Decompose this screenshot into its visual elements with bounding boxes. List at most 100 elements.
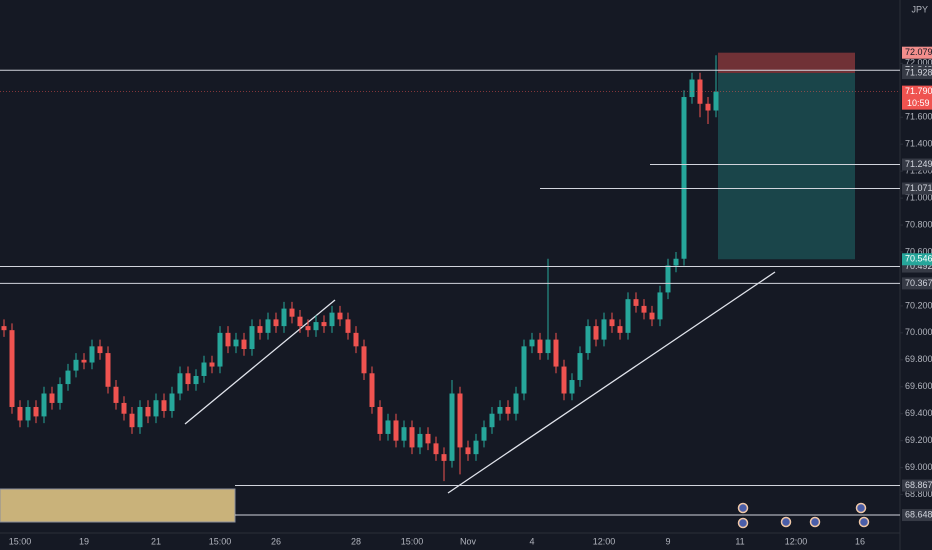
- x-tick-label: 12:00: [593, 536, 616, 546]
- x-tick-label: 11: [735, 536, 744, 546]
- candle-body: [473, 440, 479, 455]
- candle-body: [337, 312, 343, 320]
- candle-body: [225, 332, 231, 347]
- candle-body: [433, 443, 439, 455]
- y-tick-label: 71.000: [905, 192, 932, 202]
- candle-body: [569, 380, 575, 394]
- x-tick-label: 19: [79, 536, 89, 546]
- candle-body: [329, 312, 335, 327]
- candle-body: [137, 406, 143, 428]
- candle-body: [305, 326, 311, 331]
- level-label: 71.071: [905, 183, 932, 193]
- trend-line: [447, 271, 776, 494]
- candle-body: [57, 384, 63, 403]
- y-tick-label: 69.800: [905, 354, 932, 364]
- currency: JPY: [911, 4, 928, 14]
- candle-body: [377, 406, 383, 434]
- candle-body: [553, 339, 559, 367]
- last-price-label: 71.790: [905, 86, 932, 96]
- candle-body: [505, 406, 511, 414]
- event-icon[interactable]: [855, 502, 867, 514]
- candle-body: [113, 386, 119, 403]
- candle-body: [705, 103, 711, 111]
- candle-body: [25, 406, 31, 421]
- candle-body: [313, 322, 319, 331]
- candle-body: [657, 292, 663, 320]
- candle-body: [593, 326, 599, 340]
- y-tick-label: 72.000: [905, 58, 932, 68]
- candle-body: [393, 420, 399, 441]
- candle-body: [41, 393, 47, 417]
- candle-body: [177, 373, 183, 394]
- candle-body: [65, 370, 71, 385]
- candle-body: [97, 346, 103, 354]
- candle-body: [713, 91, 719, 111]
- candle-body: [625, 299, 631, 333]
- candle-body: [665, 265, 671, 293]
- y-tick-label: 71.400: [905, 139, 932, 149]
- event-icon[interactable]: [780, 516, 792, 528]
- candle-body: [481, 427, 487, 441]
- candle-body: [681, 97, 687, 259]
- candle-body: [193, 375, 199, 385]
- candle-body: [257, 326, 263, 333]
- target-label: 70.546: [905, 254, 932, 264]
- candle-body: [73, 359, 79, 371]
- x-tick-label: 28: [351, 536, 361, 546]
- entry-label-box: [902, 67, 932, 80]
- candle-body: [577, 353, 583, 381]
- candle-body: [209, 362, 215, 367]
- x-tick-label: Nov: [460, 536, 477, 546]
- target-label-box: [902, 253, 932, 266]
- candle-body: [617, 326, 623, 333]
- candle-body: [217, 332, 223, 367]
- x-tick-label: 26: [271, 536, 281, 546]
- candle-body: [633, 299, 639, 306]
- candle-body: [161, 400, 167, 412]
- y-tick-label: 68.800: [905, 489, 932, 499]
- candle-body: [169, 393, 175, 412]
- level-label: 70.367: [905, 278, 932, 288]
- event-icon[interactable]: [737, 517, 749, 529]
- candle-body: [273, 319, 279, 327]
- event-icon[interactable]: [737, 502, 749, 514]
- candle-body: [33, 406, 39, 417]
- candle-body: [353, 332, 359, 347]
- entry-label: 71.928: [905, 67, 932, 77]
- candle-body: [585, 326, 591, 354]
- event-icons: [737, 502, 870, 529]
- candle-body: [529, 339, 535, 347]
- candle-body: [121, 402, 127, 414]
- y-tick-label: 69.400: [905, 408, 932, 418]
- candle-body: [497, 406, 503, 414]
- level-label: 68.867: [905, 480, 932, 490]
- candle-body: [369, 373, 375, 407]
- trend-line: [184, 299, 336, 425]
- candle-body: [105, 353, 111, 387]
- candle-body: [457, 393, 463, 448]
- event-icon[interactable]: [858, 516, 870, 528]
- candle-body: [409, 427, 415, 448]
- candle-body: [265, 319, 271, 333]
- candle-body: [81, 359, 87, 363]
- level-label-box: [902, 158, 932, 171]
- candle-body: [201, 362, 207, 376]
- candle-body: [513, 393, 519, 414]
- level-label: 71.249: [905, 159, 932, 169]
- candle-body: [521, 346, 527, 394]
- candle-body: [641, 305, 647, 313]
- x-tick-label: 15:00: [9, 536, 32, 546]
- x-tick-label: 15:00: [401, 536, 424, 546]
- stop-label-box: [902, 46, 932, 59]
- x-tick-label: 4: [529, 536, 534, 546]
- candle-body: [385, 420, 391, 434]
- y-tick-label: 69.600: [905, 381, 932, 391]
- y-tick-label: 69.200: [905, 435, 932, 445]
- candle-body: [1, 326, 7, 331]
- stop-label: 72.079: [905, 47, 932, 57]
- event-icon[interactable]: [809, 516, 821, 528]
- candle-body: [129, 413, 135, 428]
- candle-body: [417, 433, 423, 448]
- candle-body: [537, 339, 543, 354]
- x-tick-label: 12:00: [785, 536, 808, 546]
